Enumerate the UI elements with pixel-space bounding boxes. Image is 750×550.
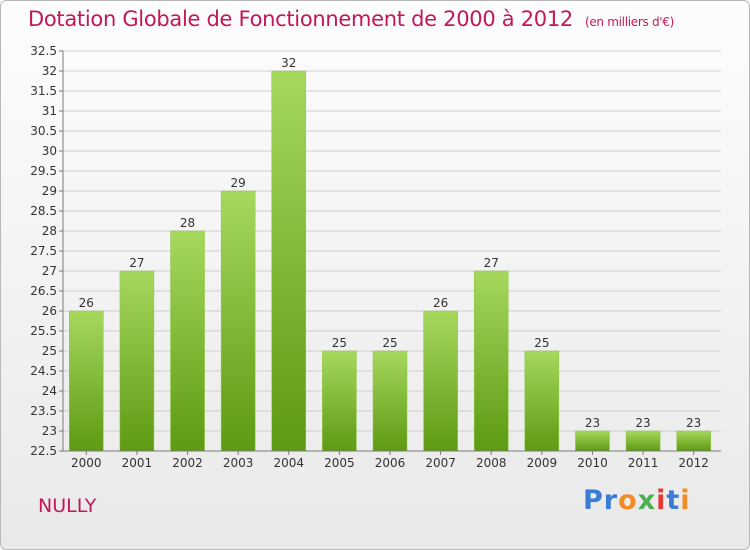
x-tick-label: 2001	[122, 456, 153, 470]
chart-title: Dotation Globale de Fonctionnement de 20…	[28, 7, 674, 31]
x-tick-label: 2005	[324, 456, 355, 470]
bar	[372, 350, 408, 452]
logo-letter: r	[603, 485, 619, 516]
data-label: 23	[585, 416, 600, 430]
x-tick-label: 2007	[425, 456, 456, 470]
chart-title-text: Dotation Globale de Fonctionnement de 20…	[28, 7, 573, 31]
bar	[220, 190, 256, 452]
data-label: 32	[281, 56, 296, 70]
logo-letter: o	[618, 485, 638, 516]
y-tick-label: 29	[42, 184, 57, 198]
x-tick-label: 2000	[71, 456, 102, 470]
data-label: 28	[180, 216, 195, 230]
bar	[676, 430, 711, 452]
x-tick-label: 2003	[223, 456, 254, 470]
x-tick-label: 2008	[476, 456, 507, 470]
bar	[322, 350, 357, 452]
y-tick-label: 23.5	[30, 404, 57, 418]
data-label: 29	[231, 176, 246, 190]
data-label: 26	[433, 296, 448, 310]
y-tick-label: 26.5	[30, 284, 57, 298]
bar	[625, 430, 661, 452]
data-label: 27	[484, 256, 499, 270]
proxiti-logo: Proxiti	[583, 485, 691, 516]
x-tick-label: 2006	[375, 456, 406, 470]
bar	[170, 230, 205, 452]
logo-letter: i	[680, 485, 691, 516]
y-tick-label: 27.5	[30, 244, 57, 258]
y-tick-label: 31	[42, 104, 57, 118]
y-tick-label: 31.5	[30, 84, 57, 98]
y-tick-label: 32	[42, 64, 57, 78]
data-label: 25	[534, 336, 549, 350]
x-axis-ticks: 2000 2001 2002 2003 2004 2005 2006 2007 2008 2009…	[71, 451, 709, 470]
x-tick-label: 2012	[678, 456, 709, 470]
x-tick-label: 2011	[628, 456, 659, 470]
y-tick-label: 27	[42, 264, 57, 278]
logo-letter: x	[637, 485, 657, 516]
logo-letter: t	[666, 485, 681, 516]
y-axis-ticks: 22.5 23 23.5 24 24.5 25 25.5 26 26.5 27 27.5 28 28.5…	[30, 44, 63, 458]
x-tick-label: 2009	[527, 456, 558, 470]
bar	[69, 310, 104, 452]
y-tick-label: 28.5	[30, 204, 57, 218]
x-tick-label: 2004	[273, 456, 304, 470]
logo-letter: i	[656, 485, 667, 516]
y-tick-label: 25.5	[30, 324, 57, 338]
bar	[271, 70, 307, 452]
data-label: 26	[79, 296, 94, 310]
data-label: 25	[332, 336, 347, 350]
y-tick-label: 28	[42, 224, 57, 238]
y-tick-label: 30	[42, 144, 57, 158]
chart-subtitle: (en milliers d'€)	[584, 15, 674, 29]
data-label: 23	[635, 416, 650, 430]
data-labels: 26 27 28 29 32 25 25 26 27 25 23 23 23	[79, 56, 702, 430]
y-tick-label: 25	[42, 344, 57, 358]
x-tick-label: 2002	[172, 456, 203, 470]
commune-name: NULLY	[38, 495, 97, 517]
axes	[62, 51, 721, 452]
bar	[119, 270, 155, 452]
y-tick-label: 29.5	[30, 164, 57, 178]
y-tick-label: 30.5	[30, 124, 57, 138]
y-tick-label: 24.5	[30, 364, 57, 378]
x-tick-label: 2010	[577, 456, 608, 470]
y-tick-label: 22.5	[30, 444, 57, 458]
y-tick-label: 32.5	[30, 44, 57, 58]
y-tick-label: 24	[42, 384, 57, 398]
data-label: 27	[129, 256, 144, 270]
y-tick-label: 26	[42, 304, 57, 318]
bar	[423, 310, 458, 452]
data-label: 23	[686, 416, 701, 430]
bar	[575, 430, 610, 452]
logo-letter: P	[583, 485, 604, 516]
y-tick-label: 23	[42, 424, 57, 438]
bar	[524, 350, 560, 452]
bars	[69, 70, 711, 452]
data-label: 25	[382, 336, 397, 350]
bar	[473, 270, 509, 452]
